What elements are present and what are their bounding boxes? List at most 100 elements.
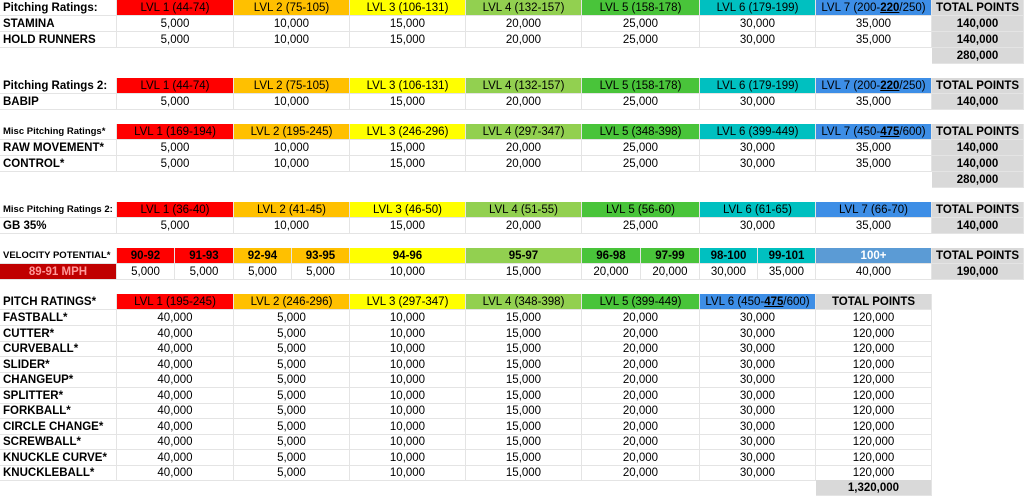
points-cell[interactable]: 20,000	[466, 218, 582, 234]
points-cell[interactable]: 10,000	[350, 434, 466, 450]
points-cell[interactable]: 15,000	[350, 156, 466, 172]
points-cell[interactable]: 5,000	[117, 264, 175, 280]
velocity-range-header[interactable]: 97-99	[641, 248, 700, 264]
level-header[interactable]: LVL 3 (106-131)	[350, 0, 466, 16]
points-cell[interactable]: 10,000	[350, 341, 466, 357]
points-cell[interactable]: 30,000	[700, 140, 816, 156]
points-cell[interactable]: 10,000	[234, 32, 350, 48]
points-cell[interactable]: 30,000	[700, 465, 816, 481]
points-cell[interactable]: 5,000	[234, 387, 350, 404]
points-cell[interactable]: 25,000	[582, 32, 700, 48]
level-header[interactable]: LVL 4 (132-157)	[466, 78, 582, 94]
velocity-range-header[interactable]: 100+	[816, 248, 932, 264]
points-cell[interactable]: 10,000	[350, 449, 466, 466]
level-header[interactable]: LVL 4 (348-398)	[466, 294, 582, 310]
points-cell[interactable]: 40,000	[117, 434, 234, 450]
points-cell[interactable]: 20,000	[582, 341, 700, 357]
level-header[interactable]: LVL 4 (51-55)	[466, 202, 582, 218]
points-cell[interactable]: 40,000	[117, 465, 234, 481]
level-header[interactable]: LVL 3 (106-131)	[350, 78, 466, 94]
points-cell[interactable]: 35,000	[816, 156, 932, 172]
points-cell[interactable]: 35,000	[816, 140, 932, 156]
points-cell[interactable]: 20,000	[582, 403, 700, 419]
points-cell[interactable]: 10,000	[350, 418, 466, 435]
points-cell[interactable]: 5,000	[117, 140, 234, 156]
points-cell[interactable]: 10,000	[234, 218, 350, 234]
points-cell[interactable]: 35,000	[758, 264, 816, 280]
points-cell[interactable]: 15,000	[466, 449, 582, 466]
level-header[interactable]: LVL 2 (195-245)	[234, 124, 350, 140]
level-header[interactable]: LVL 1 (44-74)	[117, 78, 234, 94]
points-cell[interactable]: 25,000	[582, 94, 700, 110]
level-header[interactable]: LVL 1 (195-245)	[117, 294, 234, 310]
points-cell[interactable]: 5,000	[117, 218, 234, 234]
level-header[interactable]: LVL 6 (179-199)	[700, 0, 816, 16]
points-cell[interactable]: 10,000	[350, 465, 466, 481]
points-cell[interactable]: 25,000	[582, 218, 700, 234]
points-cell[interactable]: 30,000	[700, 449, 816, 466]
points-cell[interactable]: 25,000	[582, 140, 700, 156]
points-cell[interactable]: 40,000	[117, 310, 234, 326]
level-header[interactable]: LVL 4 (132-157)	[466, 0, 582, 16]
level-header[interactable]: LVL 7 (450-475/600)	[816, 124, 932, 140]
points-cell[interactable]: 15,000	[466, 356, 582, 373]
points-cell[interactable]: 20,000	[582, 264, 641, 280]
points-cell[interactable]: 15,000	[350, 218, 466, 234]
points-cell[interactable]: 35,000	[816, 218, 932, 234]
level-header[interactable]: LVL 5 (158-178)	[582, 0, 700, 16]
points-cell[interactable]: 5,000	[117, 156, 234, 172]
points-cell[interactable]: 20,000	[466, 32, 582, 48]
points-cell[interactable]: 15,000	[466, 403, 582, 419]
points-cell[interactable]: 35,000	[816, 16, 932, 32]
points-cell[interactable]: 25,000	[582, 16, 700, 32]
points-cell[interactable]: 10,000	[350, 372, 466, 388]
points-cell[interactable]: 15,000	[466, 434, 582, 450]
level-header[interactable]: LVL 2 (75-105)	[234, 0, 350, 16]
points-cell[interactable]: 20,000	[466, 156, 582, 172]
level-header[interactable]: LVL 5 (56-60)	[582, 202, 700, 218]
points-cell[interactable]: 40,000	[117, 325, 234, 342]
points-cell[interactable]: 20,000	[582, 465, 700, 481]
velocity-range-header[interactable]: 95-97	[466, 248, 582, 264]
points-cell[interactable]: 30,000	[700, 434, 816, 450]
level-header[interactable]: LVL 7 (66-70)	[816, 202, 932, 218]
level-header[interactable]: LVL 3 (297-347)	[350, 294, 466, 310]
points-cell[interactable]: 30,000	[700, 218, 816, 234]
points-cell[interactable]: 15,000	[466, 325, 582, 342]
points-cell[interactable]: 40,000	[117, 341, 234, 357]
points-cell[interactable]: 30,000	[700, 16, 816, 32]
points-cell[interactable]: 35,000	[816, 32, 932, 48]
points-cell[interactable]: 20,000	[582, 449, 700, 466]
points-cell[interactable]: 5,000	[117, 94, 234, 110]
level-header[interactable]: LVL 6 (399-449)	[700, 124, 816, 140]
points-cell[interactable]: 10,000	[234, 140, 350, 156]
points-cell[interactable]: 30,000	[700, 32, 816, 48]
points-cell[interactable]: 5,000	[234, 341, 350, 357]
level-header[interactable]: LVL 6 (179-199)	[700, 78, 816, 94]
points-cell[interactable]: 5,000	[234, 325, 350, 342]
level-header[interactable]: LVL 7 (200-220/250)	[816, 0, 932, 16]
points-cell[interactable]: 25,000	[582, 156, 700, 172]
points-cell[interactable]: 30,000	[700, 156, 816, 172]
points-cell[interactable]: 15,000	[466, 387, 582, 404]
points-cell[interactable]: 30,000	[700, 418, 816, 435]
points-cell[interactable]: 15,000	[466, 310, 582, 326]
points-cell[interactable]: 40,000	[117, 418, 234, 435]
level-header[interactable]: LVL 6 (450-475/600)	[700, 294, 816, 310]
points-cell[interactable]: 15,000	[466, 418, 582, 435]
level-header[interactable]: LVL 2 (75-105)	[234, 78, 350, 94]
points-cell[interactable]: 40,000	[117, 403, 234, 419]
points-cell[interactable]: 10,000	[234, 156, 350, 172]
velocity-range-header[interactable]: 91-93	[175, 248, 234, 264]
level-header[interactable]: LVL 2 (41-45)	[234, 202, 350, 218]
level-header[interactable]: LVL 5 (158-178)	[582, 78, 700, 94]
points-cell[interactable]: 20,000	[582, 310, 700, 326]
points-cell[interactable]: 10,000	[350, 264, 466, 280]
points-cell[interactable]: 10,000	[234, 16, 350, 32]
points-cell[interactable]: 20,000	[466, 16, 582, 32]
points-cell[interactable]: 5,000	[234, 372, 350, 388]
points-cell[interactable]: 5,000	[117, 32, 234, 48]
level-header[interactable]: LVL 5 (399-449)	[582, 294, 700, 310]
points-cell[interactable]: 15,000	[350, 94, 466, 110]
level-header[interactable]: LVL 4 (297-347)	[466, 124, 582, 140]
